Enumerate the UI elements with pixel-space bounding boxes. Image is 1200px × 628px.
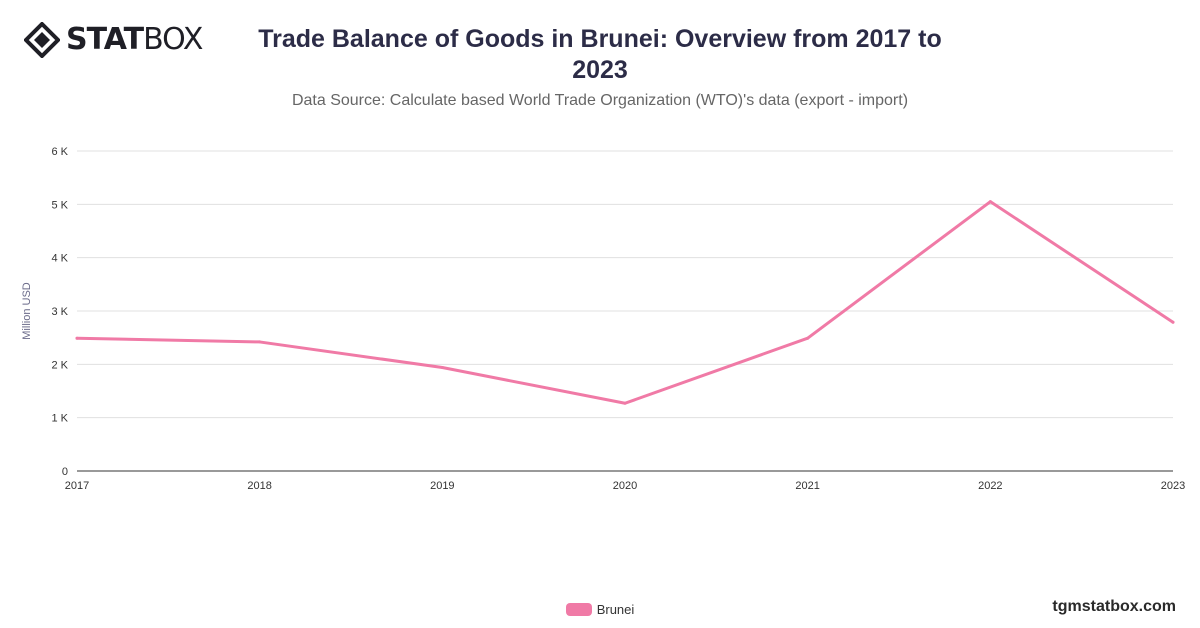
footer-url[interactable]: tgmstatbox.com bbox=[1052, 598, 1176, 615]
series-line-brunei bbox=[75, 200, 1175, 405]
data-point bbox=[1171, 320, 1175, 324]
y-tick-label: 0 bbox=[62, 466, 68, 478]
x-tick-label: 2021 bbox=[795, 480, 819, 492]
y-axis-title: Million USD bbox=[21, 282, 33, 340]
y-tick-label: 1 K bbox=[51, 413, 68, 425]
y-tick-label: 4 K bbox=[51, 253, 68, 265]
logo-text: STATBOX bbox=[66, 22, 203, 58]
x-tick-label: 2023 bbox=[1161, 480, 1185, 492]
x-tick-label: 2018 bbox=[247, 480, 271, 492]
x-tick-label: 2020 bbox=[613, 480, 637, 492]
legend-swatch bbox=[565, 603, 592, 616]
y-tick-label: 2 K bbox=[51, 359, 68, 371]
data-point bbox=[806, 336, 810, 340]
logo-text-bold: STAT bbox=[66, 22, 144, 57]
statbox-logo-icon bbox=[24, 22, 60, 58]
chart-legend[interactable]: Brunei bbox=[0, 602, 1200, 617]
x-tick-label: 2022 bbox=[978, 480, 1002, 492]
data-point bbox=[258, 340, 262, 344]
chart-title: Trade Balance of Goods in Brunei: Overvi… bbox=[258, 25, 942, 84]
legend-label: Brunei bbox=[596, 602, 635, 617]
data-point bbox=[988, 200, 992, 204]
y-tick-label: 3 K bbox=[51, 306, 68, 318]
data-point bbox=[75, 336, 79, 340]
chart-subtitle: Data Source: Calculate based World Trade… bbox=[291, 92, 909, 109]
x-tick-label: 2017 bbox=[65, 480, 89, 492]
logo-text-light: BOX bbox=[143, 22, 203, 57]
data-point bbox=[440, 366, 444, 370]
y-tick-label: 6 K bbox=[51, 146, 68, 158]
data-point bbox=[623, 401, 627, 405]
statbox-logo: STATBOX bbox=[24, 22, 203, 58]
y-tick-label: 5 K bbox=[51, 199, 68, 211]
x-tick-label: 2019 bbox=[430, 480, 454, 492]
